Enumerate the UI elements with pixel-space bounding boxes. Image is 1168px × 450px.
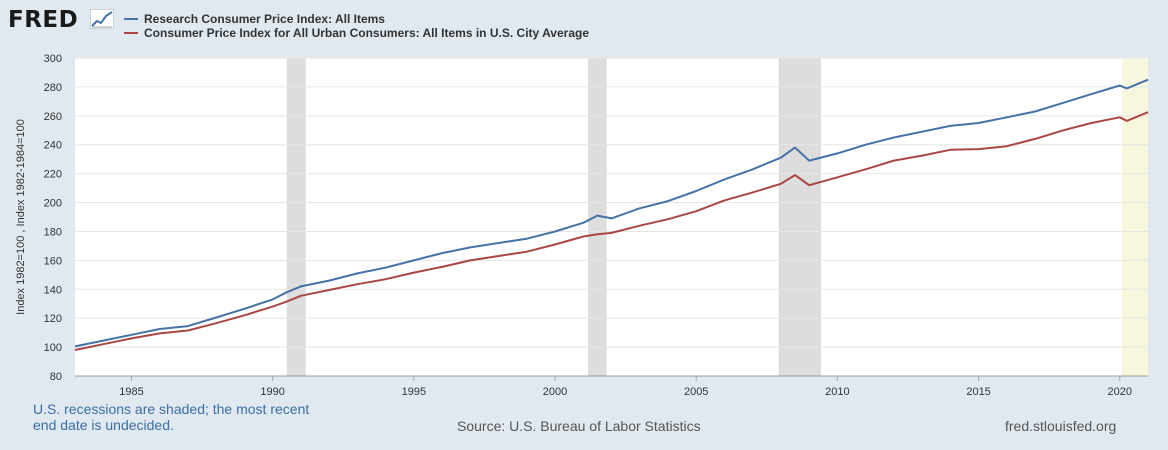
x-tick-label: 2010: [825, 386, 849, 398]
y-tick-label: 180: [44, 226, 62, 238]
plot-area: [75, 58, 1148, 376]
recession-band: [778, 58, 822, 376]
x-tick-label: 2000: [543, 386, 567, 398]
y-tick-label: 220: [44, 169, 62, 181]
fred-logo-graph-icon: [90, 9, 114, 29]
y-tick-label: 200: [44, 198, 62, 210]
recession-note-line-2: end date is undecided.: [33, 417, 174, 433]
y-tick-label: 160: [44, 255, 62, 267]
x-tick-label: 1995: [402, 386, 426, 398]
x-tick-label: 2005: [684, 386, 708, 398]
legend-swatch-research-cpi: [124, 18, 138, 20]
y-tick-label: 260: [44, 111, 62, 123]
recession-band: [1122, 58, 1148, 376]
source-text: Source: U.S. Bureau of Labor Statistics: [457, 418, 701, 434]
x-tick-label: 1990: [260, 386, 284, 398]
y-tick-label: 140: [44, 284, 62, 296]
x-tick-label: 2020: [1108, 386, 1132, 398]
recession-band: [588, 58, 607, 376]
chart-legend: Research Consumer Price Index: All Items…: [124, 12, 589, 40]
series-line-cpi-urban: [74, 111, 1149, 351]
legend-item-cpi-urban[interactable]: Consumer Price Index for All Urban Consu…: [124, 26, 589, 40]
recession-note: U.S. recessions are shaded; the most rec…: [33, 401, 333, 433]
y-tick-label: 80: [50, 371, 62, 383]
legend-label-cpi-urban: Consumer Price Index for All Urban Consu…: [144, 26, 589, 40]
fred-url-link[interactable]: fred.stlouisfed.org: [1005, 418, 1117, 434]
x-tick-label: 2015: [966, 386, 990, 398]
legend-item-research-cpi[interactable]: Research Consumer Price Index: All Items: [124, 12, 589, 26]
y-axis-label: Index 1982=100 , Index 1982-1984=100: [15, 119, 27, 315]
y-tick-label: 300: [44, 53, 62, 65]
recession-band: [286, 58, 306, 376]
y-tick-label: 100: [44, 342, 62, 354]
y-tick-label: 280: [44, 82, 62, 94]
legend-swatch-cpi-urban: [124, 32, 138, 34]
y-tick-label: 240: [44, 140, 62, 152]
y-tick-label: 120: [44, 313, 62, 325]
recession-note-line-1: U.S. recessions are shaded; the most rec…: [33, 401, 310, 417]
fred-logo: FRED: [8, 7, 79, 33]
legend-label-research-cpi: Research Consumer Price Index: All Items: [144, 12, 385, 26]
series-line-research-cpi: [74, 78, 1149, 348]
x-tick-label: 1985: [119, 386, 143, 398]
